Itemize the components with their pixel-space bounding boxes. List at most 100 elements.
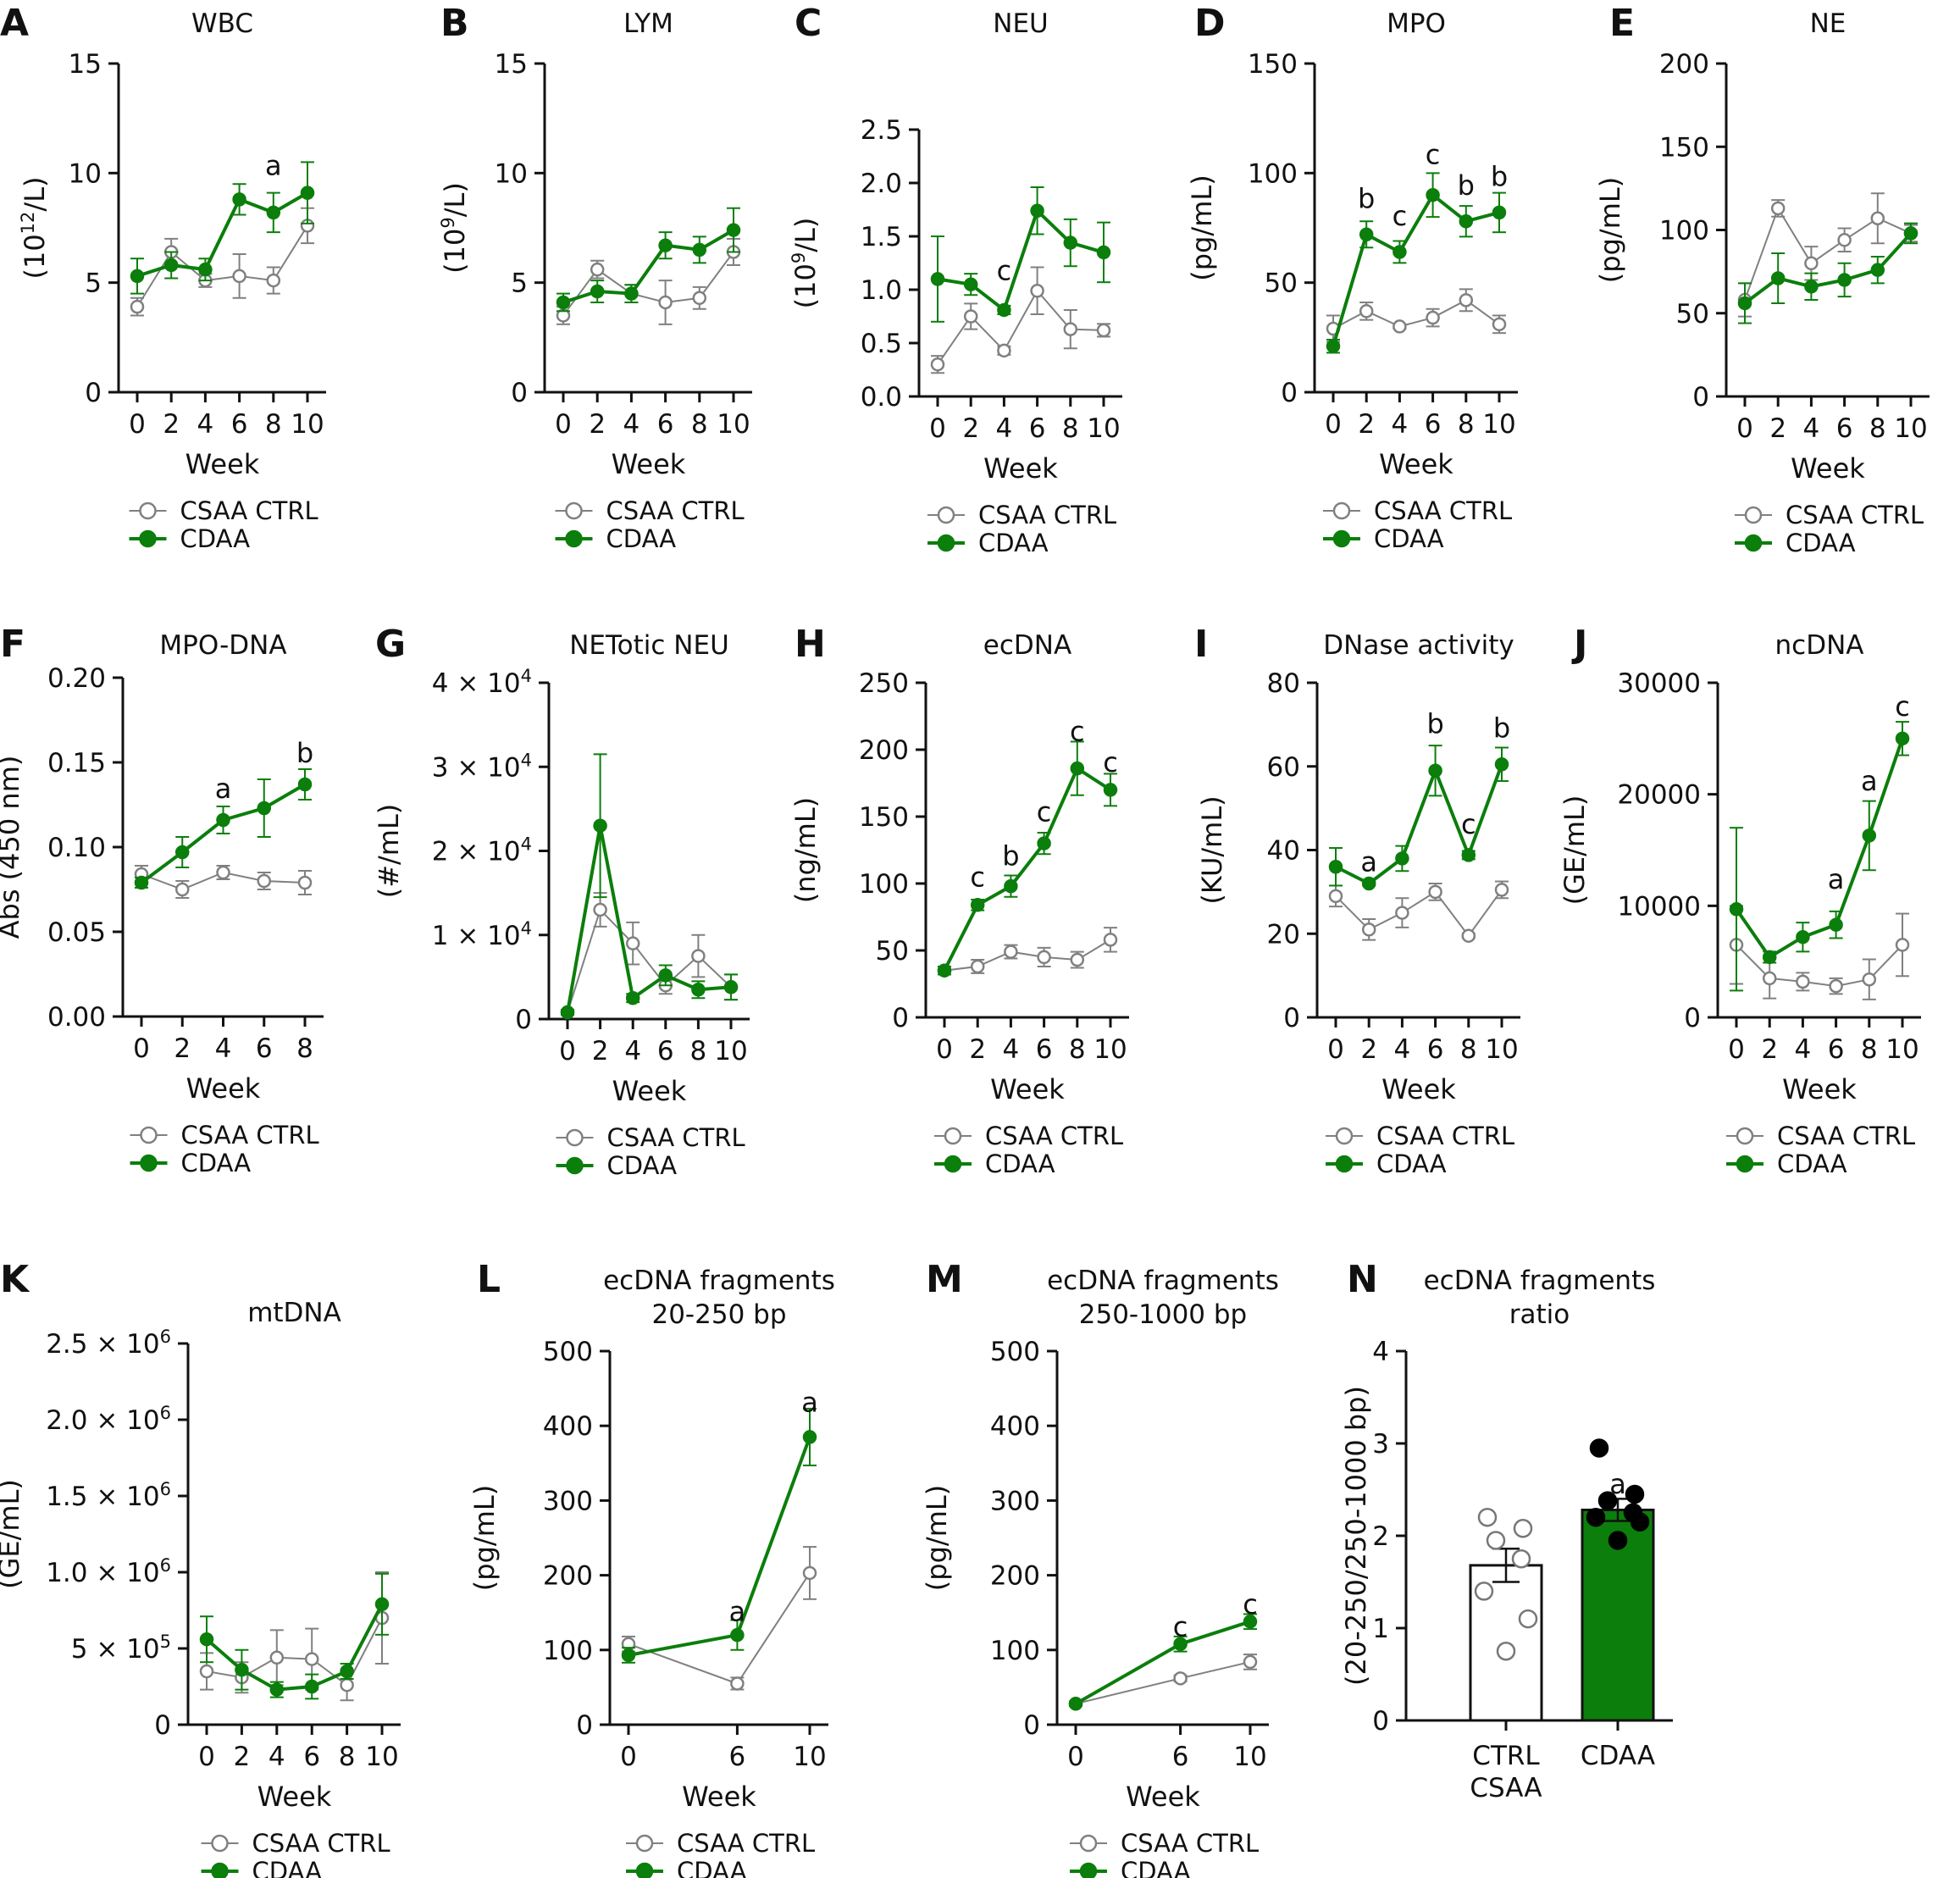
panel-letter: I <box>1194 623 1208 666</box>
y-tick-label: 200 <box>1659 49 1709 80</box>
legend-label-ctrl: CSAA CTRL <box>252 1829 390 1858</box>
y-tick-label: 3 <box>1372 1429 1389 1460</box>
data-point <box>1862 972 1877 987</box>
data-point <box>1829 917 1843 932</box>
series-cdaa <box>1729 721 1910 992</box>
x-tick-label: 2 <box>163 409 180 440</box>
x-tick-label: 2 <box>592 1036 609 1066</box>
y-axis-label: (pg/mL) <box>921 1485 953 1591</box>
series-line <box>628 1572 811 1685</box>
legend-marker-ctrl <box>566 1128 584 1147</box>
data-point <box>1461 928 1476 943</box>
y-axis-label: (109/L) <box>789 218 822 309</box>
y-tick-label: 4 <box>1372 1337 1389 1367</box>
data-point <box>199 1631 214 1647</box>
y-axis-label: (#/mL) <box>373 804 405 899</box>
significance-label: c <box>1037 795 1052 828</box>
legend-label-cdaa: CDAA <box>1786 529 1856 557</box>
legend-label-ctrl: CSAA CTRL <box>607 1123 745 1152</box>
x-tick-label: 0 <box>1736 413 1753 444</box>
y-tick-label: 0 <box>511 378 528 408</box>
panel-letter: E <box>1609 2 1635 45</box>
data-point <box>658 295 673 310</box>
data-point <box>556 295 571 310</box>
x-tick-label: 6 <box>231 409 248 440</box>
legend-label-cdaa: CDAA <box>677 1857 747 1878</box>
legend-label-cdaa: CDAA <box>985 1150 1055 1178</box>
data-point <box>997 343 1011 358</box>
data-point <box>1243 1615 1258 1629</box>
data-point <box>304 1652 319 1666</box>
series-cdaa <box>199 1572 390 1700</box>
series-csaa-ctrl <box>134 865 313 899</box>
y-tick-label: 200 <box>990 1561 1040 1592</box>
data-point <box>1030 284 1044 298</box>
y-tick-label: 20000 <box>1617 780 1701 811</box>
y-tick-label: 250 <box>859 668 909 699</box>
data-point <box>1103 783 1118 797</box>
y-tick-label: 50 <box>1676 299 1709 330</box>
data-point <box>802 1565 817 1581</box>
legend-marker-cdaa <box>937 534 955 552</box>
data-point <box>266 273 281 288</box>
data-point <box>1030 203 1044 219</box>
x-tick-label: CSAA <box>1470 1773 1542 1803</box>
x-tick-label: 10 <box>291 409 324 440</box>
data-point <box>1513 1519 1533 1538</box>
x-tick-label: 6 <box>1029 413 1046 444</box>
series-csaa-ctrl <box>1729 905 1910 1000</box>
x-tick-label: 4 <box>624 1036 641 1066</box>
x-tick-label: 8 <box>296 1033 313 1064</box>
x-tick-label: 0 <box>1327 1034 1344 1065</box>
chart-title: DNase activity <box>1323 630 1514 661</box>
data-point <box>1770 271 1786 285</box>
chart-title: ecDNA <box>983 630 1071 661</box>
y-tick-label: 0 <box>85 378 102 408</box>
legend-marker-cdaa <box>1332 529 1351 548</box>
data-point <box>1630 1512 1650 1532</box>
x-tick-label: 6 <box>657 1036 674 1066</box>
data-point <box>216 865 230 880</box>
data-point <box>266 205 281 220</box>
y-tick-label: 4 × 104 <box>432 666 532 699</box>
y-tick-label: 300 <box>990 1486 1040 1516</box>
y-tick-label: 0.20 <box>47 663 106 694</box>
x-tick-label: 4 <box>1795 1034 1812 1065</box>
panel-letter: C <box>795 2 822 45</box>
x-tick-label: 4 <box>996 413 1013 444</box>
y-tick-label: 60 <box>1267 752 1300 783</box>
series-line <box>1743 232 1913 305</box>
data-point <box>297 777 313 792</box>
significance-label: a <box>729 1596 746 1628</box>
chart-title: ecDNA fragments <box>1424 1266 1656 1296</box>
y-tick-label: 5 <box>85 269 102 299</box>
y-tick-label: 15 <box>495 49 528 80</box>
series-cdaa <box>1068 1613 1258 1711</box>
significance-label: b <box>1491 161 1508 193</box>
data-point <box>1037 836 1051 850</box>
data-point <box>175 845 190 860</box>
legend-label-cdaa: CDAA <box>252 1857 323 1878</box>
x-tick-label: 2 <box>1769 413 1786 444</box>
legend-label-cdaa: CDAA <box>1121 1857 1191 1878</box>
legend-marker-cdaa <box>140 1154 158 1172</box>
legend-label-cdaa: CDAA <box>181 1149 252 1177</box>
significance-label: a <box>1360 845 1377 878</box>
data-point <box>1870 211 1885 225</box>
data-point <box>1328 860 1343 874</box>
series-line <box>1332 192 1500 347</box>
legend-marker-ctrl <box>565 501 583 520</box>
legend-label-cdaa: CDAA <box>607 1151 678 1180</box>
y-axis-label: (pg/mL) <box>468 1485 501 1591</box>
x-axis-label: Week <box>612 1075 687 1107</box>
data-point <box>1511 1549 1531 1569</box>
legend-marker-cdaa <box>566 1156 584 1175</box>
x-axis-label: Week <box>983 452 1058 485</box>
